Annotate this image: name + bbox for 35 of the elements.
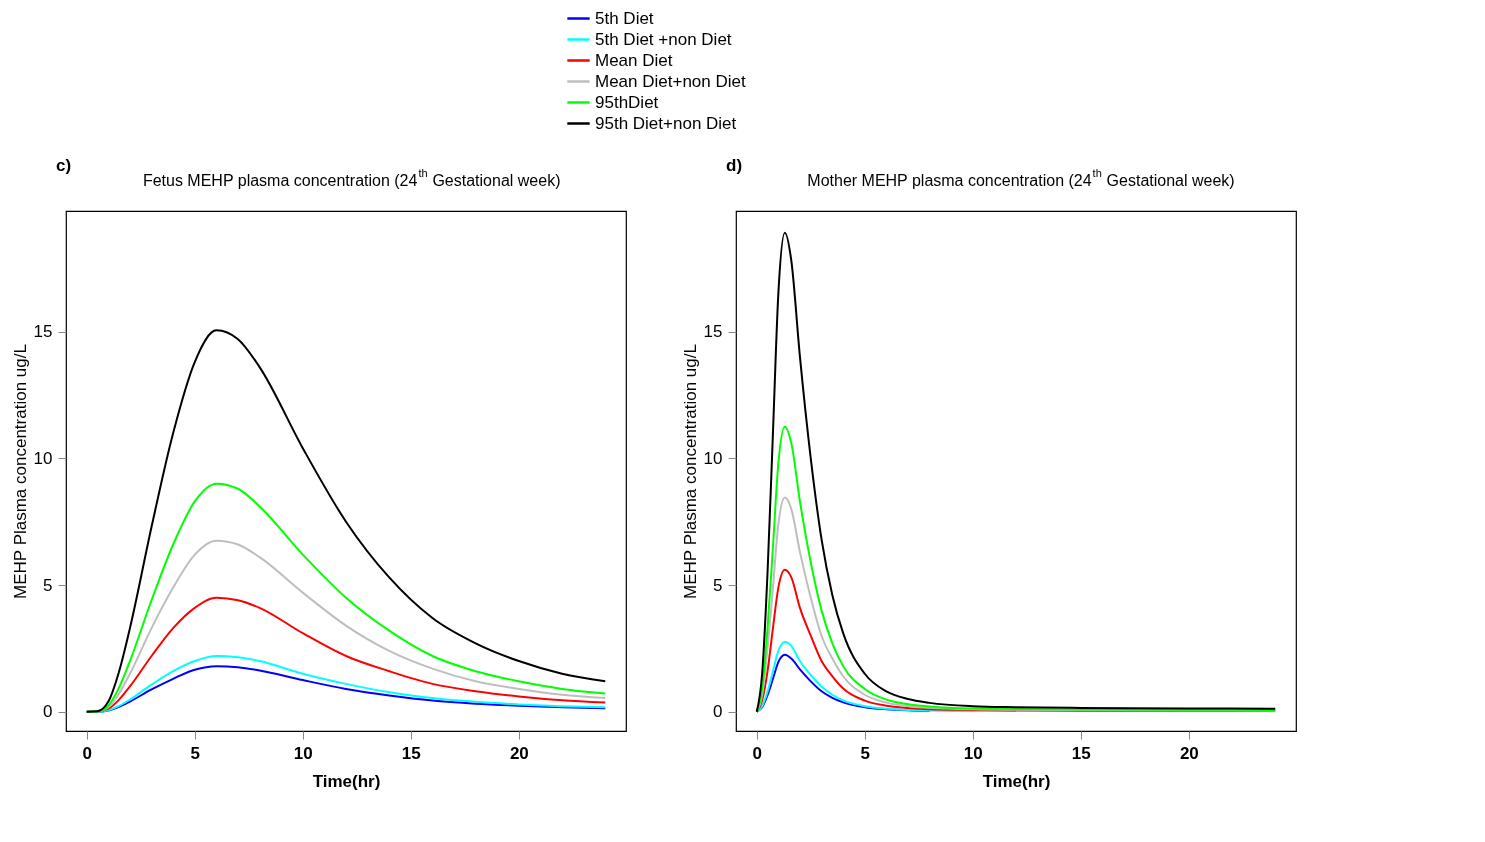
y-tick-label: 5 [713, 575, 723, 595]
text: d) [726, 156, 743, 175]
y-axis-title: MEHP Plasma concentration ug/L [10, 344, 30, 599]
line-series [755, 425, 1277, 713]
x-axis-title: Time(hr) [982, 771, 1051, 791]
x-tick-label: 10 [963, 743, 983, 763]
y-tick-label: 10 [33, 448, 53, 468]
x-tick-label: 5 [190, 743, 200, 763]
y-tick-label: 0 [43, 702, 53, 722]
y-tick-label: 10 [703, 448, 723, 468]
legend-label: 5th Diet [595, 8, 654, 28]
legend-label: 95thDiet [595, 92, 659, 112]
line-series [755, 641, 1017, 713]
x-tick-label: 0 [752, 743, 762, 763]
x-tick-label: 15 [1071, 743, 1091, 763]
legend-label: 5th Diet +non Diet [595, 29, 732, 49]
line-series [755, 231, 1277, 713]
legend-label: 95th Diet+non Diet [595, 113, 737, 133]
x-tick-label: 0 [82, 743, 92, 763]
x-tick-label: 20 [1179, 743, 1199, 763]
x-tick-label: 10 [293, 743, 313, 763]
y-axis-title: MEHP Plasma concentration ug/L [680, 344, 700, 599]
x-tick-label: 20 [509, 743, 529, 763]
y-tick-label: 15 [703, 322, 723, 342]
y-tick-label: 0 [713, 702, 723, 722]
legend-label: Mean Diet+non Diet [595, 71, 746, 91]
x-axis-title: Time(hr) [312, 771, 381, 791]
line-series [85, 329, 607, 713]
line-series [755, 568, 1277, 713]
y-tick-label: 15 [33, 322, 53, 342]
x-tick-label: 15 [401, 743, 421, 763]
legend-label: Mean Diet [595, 50, 673, 70]
y-tick-label: 5 [43, 575, 53, 595]
x-tick-label: 5 [860, 743, 870, 763]
text: c) [56, 156, 72, 175]
